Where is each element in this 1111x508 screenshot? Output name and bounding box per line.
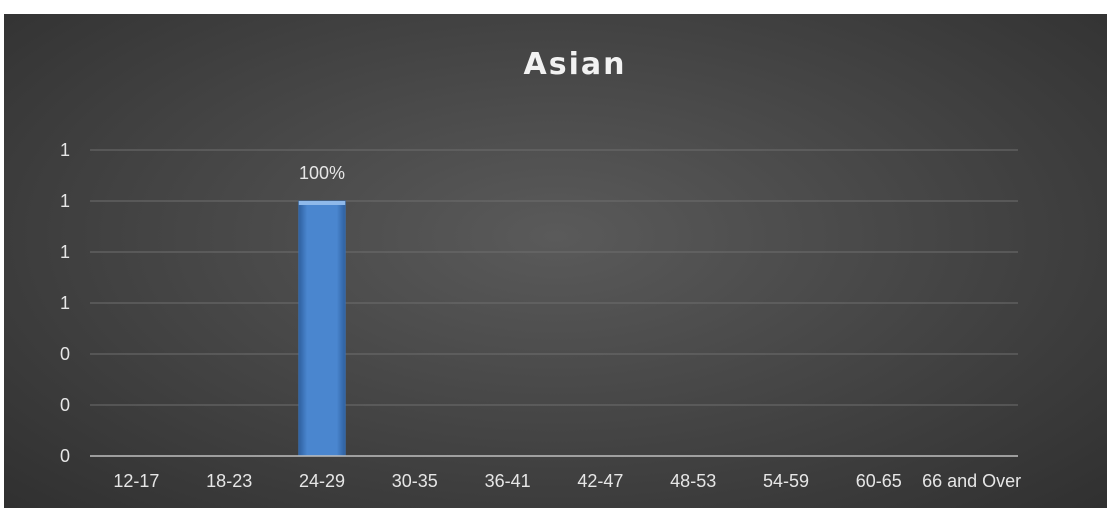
data-label: 100% — [299, 163, 345, 183]
y-axis-ticks: 0 0 0 1 1 1 1 — [60, 140, 70, 466]
x-tick-label: 66 and Over — [922, 471, 1021, 491]
y-tick-label: 1 — [60, 242, 70, 262]
x-tick-label: 42-47 — [577, 471, 623, 491]
chart-title: Asian — [524, 47, 627, 82]
bar — [298, 200, 346, 457]
x-tick-label: 18-23 — [206, 471, 252, 491]
chart-area: Asian 0 0 0 1 1 1 1 100% 12-17 18-23 24-29 30-35 3… — [4, 14, 1107, 508]
x-tick-label: 30-35 — [392, 471, 438, 491]
x-tick-label: 48-53 — [670, 471, 716, 491]
y-tick-label: 0 — [60, 395, 70, 415]
y-tick-label: 1 — [60, 293, 70, 313]
bars — [298, 200, 346, 457]
x-tick-label: 24-29 — [299, 471, 345, 491]
x-tick-label: 36-41 — [485, 471, 531, 491]
data-labels: 100% — [299, 163, 345, 183]
x-tick-label: 54-59 — [763, 471, 809, 491]
gridlines — [90, 149, 1018, 406]
y-tick-label: 1 — [60, 191, 70, 211]
bar-highlight — [298, 201, 346, 205]
x-axis-ticks: 12-17 18-23 24-29 30-35 36-41 42-47 48-53 54-59… — [113, 471, 1021, 491]
bar-chart: Asian 0 0 0 1 1 1 1 100% 12-17 18-23 24-29 30-35 3… — [60, 47, 1021, 491]
x-tick-label: 12-17 — [113, 471, 159, 491]
y-tick-label: 1 — [60, 140, 70, 160]
y-tick-label: 0 — [60, 344, 70, 364]
y-tick-label: 0 — [60, 446, 70, 466]
x-tick-label: 60-65 — [856, 471, 902, 491]
